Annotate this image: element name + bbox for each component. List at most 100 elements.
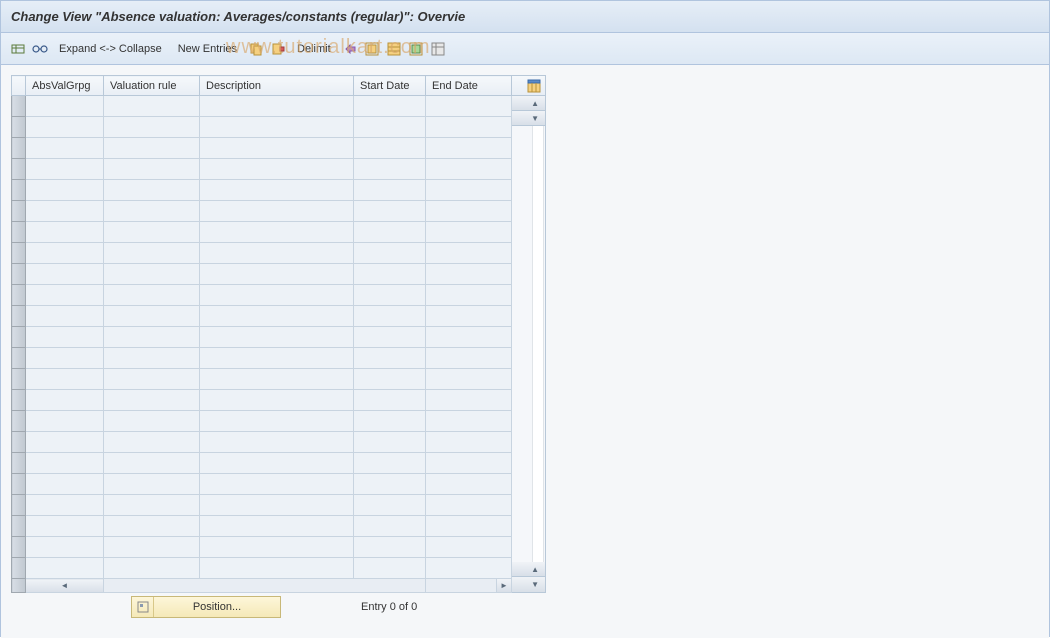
cell-valuation-rule[interactable] xyxy=(104,369,200,390)
cell-end-date[interactable] xyxy=(426,201,512,222)
cell-description[interactable] xyxy=(200,369,354,390)
cell-start-date[interactable] xyxy=(354,327,426,348)
scroll-down-page-button[interactable]: ▼ xyxy=(512,577,545,592)
cell-description[interactable] xyxy=(200,306,354,327)
cell-description[interactable] xyxy=(200,201,354,222)
cell-valuation-rule[interactable] xyxy=(104,390,200,411)
copy-as-icon[interactable] xyxy=(270,41,286,57)
cell-start-date[interactable] xyxy=(354,264,426,285)
cell-valuation-rule[interactable] xyxy=(104,474,200,495)
row-selector[interactable] xyxy=(12,306,26,327)
cell-start-date[interactable] xyxy=(354,369,426,390)
cell-start-date[interactable] xyxy=(354,348,426,369)
cell-end-date[interactable] xyxy=(426,516,512,537)
cell-start-date[interactable] xyxy=(354,138,426,159)
cell-absvalgrpg[interactable] xyxy=(26,96,104,117)
cell-start-date[interactable] xyxy=(354,495,426,516)
cell-absvalgrpg[interactable] xyxy=(26,432,104,453)
cell-description[interactable] xyxy=(200,243,354,264)
table-row[interactable] xyxy=(12,222,512,243)
cell-valuation-rule[interactable] xyxy=(104,348,200,369)
row-selector[interactable] xyxy=(12,264,26,285)
cell-absvalgrpg[interactable] xyxy=(26,117,104,138)
cell-absvalgrpg[interactable] xyxy=(26,243,104,264)
cell-valuation-rule[interactable] xyxy=(104,243,200,264)
cell-end-date[interactable] xyxy=(426,432,512,453)
cell-start-date[interactable] xyxy=(354,558,426,579)
row-selector[interactable] xyxy=(12,453,26,474)
cell-end-date[interactable] xyxy=(426,243,512,264)
copy-icon[interactable] xyxy=(248,41,264,57)
config-icon[interactable] xyxy=(430,41,446,57)
cell-absvalgrpg[interactable] xyxy=(26,537,104,558)
cell-start-date[interactable] xyxy=(354,222,426,243)
cell-absvalgrpg[interactable] xyxy=(26,264,104,285)
cell-description[interactable] xyxy=(200,96,354,117)
cell-start-date[interactable] xyxy=(354,117,426,138)
cell-start-date[interactable] xyxy=(354,516,426,537)
cell-description[interactable] xyxy=(200,558,354,579)
table-row[interactable] xyxy=(12,138,512,159)
other-view-icon[interactable] xyxy=(9,40,27,58)
row-selector[interactable] xyxy=(12,96,26,117)
cell-end-date[interactable] xyxy=(426,495,512,516)
cell-start-date[interactable] xyxy=(354,306,426,327)
cell-absvalgrpg[interactable] xyxy=(26,411,104,432)
delimit-button[interactable]: Delimit xyxy=(291,43,337,55)
cell-end-date[interactable] xyxy=(426,96,512,117)
col-header-end-date[interactable]: End Date xyxy=(426,76,512,96)
hscroll-right-button[interactable]: ► xyxy=(497,579,511,592)
row-selector[interactable] xyxy=(12,222,26,243)
cell-absvalgrpg[interactable] xyxy=(26,138,104,159)
cell-valuation-rule[interactable] xyxy=(104,96,200,117)
select-all-icon[interactable] xyxy=(364,41,380,57)
cell-valuation-rule[interactable] xyxy=(104,159,200,180)
cell-valuation-rule[interactable] xyxy=(104,138,200,159)
cell-absvalgrpg[interactable] xyxy=(26,474,104,495)
table-row[interactable] xyxy=(12,96,512,117)
cell-description[interactable] xyxy=(200,474,354,495)
position-button[interactable]: Position... xyxy=(131,596,281,618)
hscroll-track[interactable] xyxy=(104,579,426,593)
horizontal-scrollbar[interactable]: ◄ ► xyxy=(12,579,512,593)
table-row[interactable] xyxy=(12,411,512,432)
cell-valuation-rule[interactable] xyxy=(104,432,200,453)
row-selector[interactable] xyxy=(12,180,26,201)
row-selector[interactable] xyxy=(12,390,26,411)
cell-description[interactable] xyxy=(200,453,354,474)
row-selector[interactable] xyxy=(12,117,26,138)
cell-end-date[interactable] xyxy=(426,474,512,495)
scroll-up-page-button[interactable]: ▲ xyxy=(512,562,545,577)
cell-description[interactable] xyxy=(200,285,354,306)
glasses-icon[interactable] xyxy=(31,40,49,58)
row-selector[interactable] xyxy=(12,243,26,264)
cell-start-date[interactable] xyxy=(354,474,426,495)
cell-end-date[interactable] xyxy=(426,327,512,348)
cell-end-date[interactable] xyxy=(426,369,512,390)
cell-description[interactable] xyxy=(200,159,354,180)
col-header-description[interactable]: Description xyxy=(200,76,354,96)
new-entries-button[interactable]: New Entries xyxy=(172,43,243,55)
table-row[interactable] xyxy=(12,558,512,579)
cell-end-date[interactable] xyxy=(426,222,512,243)
row-selector[interactable] xyxy=(12,138,26,159)
table-row[interactable] xyxy=(12,474,512,495)
table-row[interactable] xyxy=(12,327,512,348)
cell-start-date[interactable] xyxy=(354,243,426,264)
cell-valuation-rule[interactable] xyxy=(104,264,200,285)
cell-description[interactable] xyxy=(200,495,354,516)
cell-absvalgrpg[interactable] xyxy=(26,558,104,579)
row-selector[interactable] xyxy=(12,159,26,180)
col-header-start-date[interactable]: Start Date xyxy=(354,76,426,96)
table-row[interactable] xyxy=(12,432,512,453)
cell-start-date[interactable] xyxy=(354,201,426,222)
cell-start-date[interactable] xyxy=(354,453,426,474)
expand-collapse-button[interactable]: Expand <-> Collapse xyxy=(53,43,168,55)
cell-start-date[interactable] xyxy=(354,159,426,180)
cell-start-date[interactable] xyxy=(354,180,426,201)
cell-valuation-rule[interactable] xyxy=(104,453,200,474)
scroll-up-button[interactable]: ▲ xyxy=(512,96,545,111)
cell-valuation-rule[interactable] xyxy=(104,495,200,516)
row-selector[interactable] xyxy=(12,348,26,369)
row-selector[interactable] xyxy=(12,516,26,537)
